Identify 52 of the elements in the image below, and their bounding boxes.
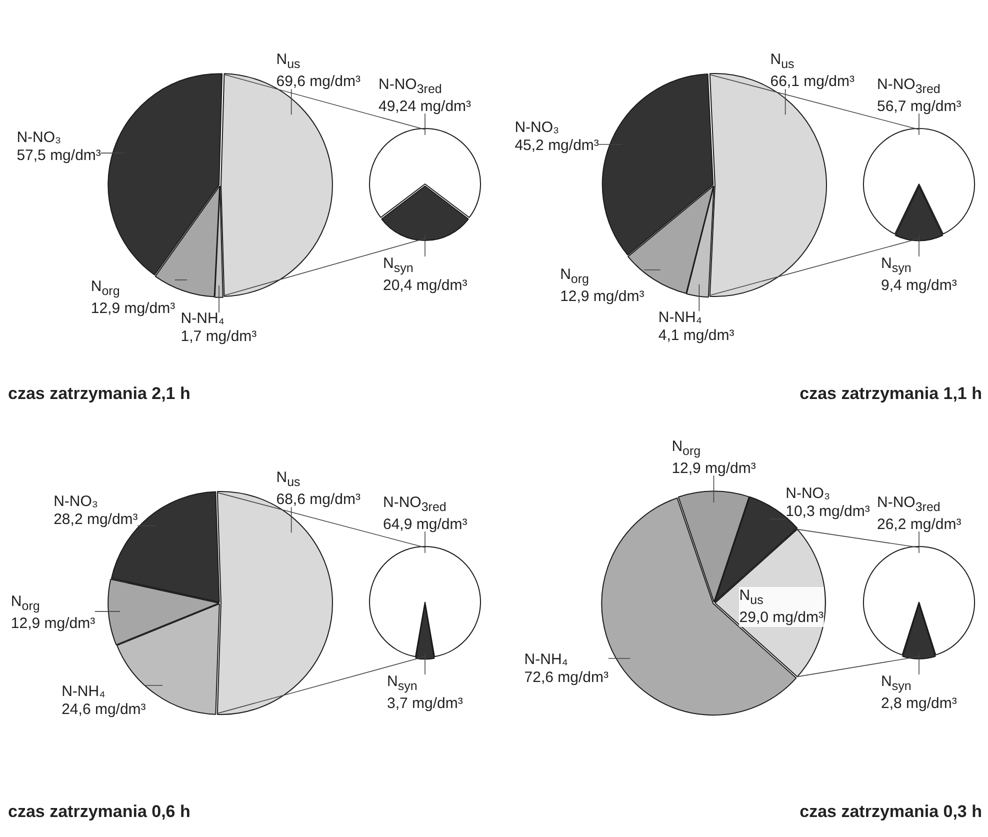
data-label: 9,4 mg/dm³ [881, 276, 957, 294]
text: czas zatrzymania 0,6 h [8, 802, 190, 822]
slice-label: N-NO₃ [514, 118, 560, 136]
text: czas zatrzymania 2,1 h [8, 384, 190, 404]
data-label: 28,2 mg/dm³ [54, 511, 138, 528]
data-label: 4,1 mg/dm³ [658, 327, 734, 344]
data-label: 57,5 mg/dm³ [16, 146, 101, 164]
slice-label: N$_{org}$ [672, 438, 701, 458]
data-label: 69,6 mg/dm³ [276, 73, 360, 90]
data-label: 1,7 mg/dm³ [180, 328, 257, 346]
slice-label: N$_{us}$ [739, 587, 764, 607]
slice-label: N$_{org}$ [90, 278, 120, 298]
data-label: 10,3 mg/dm³ [786, 503, 870, 520]
data-label: 66,1 mg/dm³ [770, 73, 854, 90]
data-label: 20,4 mg/dm³ [383, 276, 468, 294]
slice-label: N$_{us}$ [770, 51, 794, 72]
slice-label: N-NO$_{3red}$ [877, 76, 940, 96]
slice-label: N-NO$_{3red}$ [383, 494, 446, 514]
slice-label: N$_{org}$ [560, 266, 589, 286]
data-label: 12,9 mg/dm³ [672, 460, 756, 476]
text: czas zatrzymania 0,3 h [800, 802, 982, 822]
data-label: 68,6 mg/dm³ [276, 491, 360, 508]
data-label: 12,9 mg/dm³ [90, 300, 176, 317]
data-label: 49,24 mg/dm³ [378, 98, 472, 114]
slice-label: N$_{us}$ [276, 51, 300, 72]
slice-label: N-NO$_{3red}$ [378, 76, 442, 96]
slice-label: N-NH₄ [658, 309, 702, 326]
slice-label: N-NH₄ [524, 650, 568, 668]
data-label: 72,6 mg/dm³ [524, 668, 608, 686]
data-label: 64,9 mg/dm³ [383, 516, 468, 532]
data-label: 12,9 mg/dm³ [560, 288, 644, 305]
slice-label: N-NO₃ [54, 493, 98, 510]
data-label: 26,2 mg/dm³ [877, 516, 962, 532]
data-label: 12,9 mg/dm³ [10, 615, 96, 632]
slice-label: N$_{org}$ [10, 593, 40, 614]
slice-label: N-NO₃ [16, 128, 62, 146]
data-label: 45,2 mg/dm³ [514, 136, 599, 154]
slice-label: N$_{syn}$ [881, 672, 912, 692]
slice-label: N-NO₃ [786, 485, 830, 502]
slice-label: N$_{syn}$ [387, 672, 418, 692]
data-label: 3,7 mg/dm³ [387, 694, 463, 712]
slice-label: N$_{syn}$ [383, 254, 414, 274]
data-label: 24,6 mg/dm³ [62, 700, 146, 718]
data-label: 2,8 mg/dm³ [881, 694, 957, 712]
slice-label: N-NH₄ [180, 310, 224, 328]
slice-label: N-NH₄ [62, 682, 106, 700]
slice-label: N$_{us}$ [276, 469, 300, 490]
data-label: 29,0 mg/dm³ [739, 609, 824, 626]
text: czas zatrzymania 1,1 h [800, 384, 982, 404]
data-label: 56,7 mg/dm³ [877, 98, 962, 114]
slice-label: N-NO$_{3red}$ [877, 494, 940, 514]
slice-label: N$_{syn}$ [881, 254, 912, 274]
